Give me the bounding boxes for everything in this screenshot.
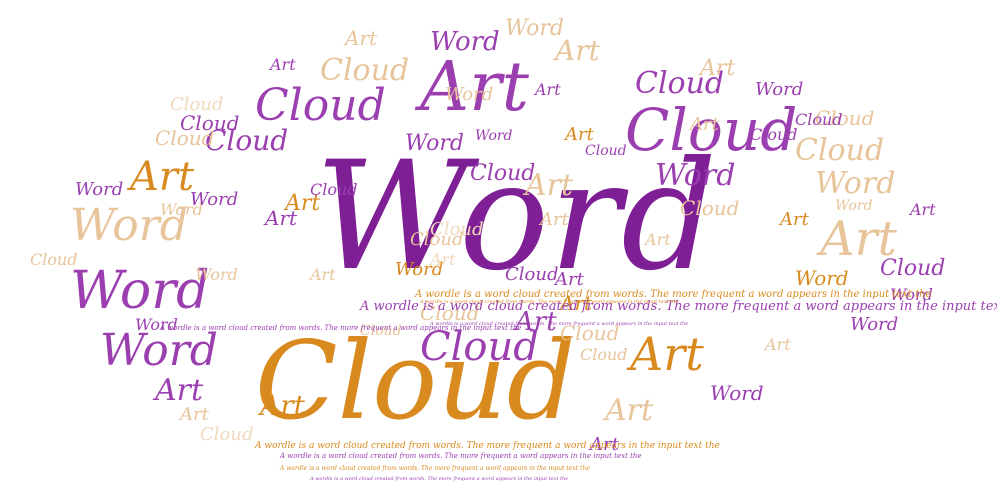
cloud-word-word: Word	[315, 130, 717, 304]
cloud-word-word: Word	[655, 158, 735, 193]
cloud-word-art: Art	[343, 26, 378, 50]
cloud-word-art: Art	[643, 230, 671, 249]
cloud-word-cloud: Cloud	[795, 110, 843, 129]
cloud-word-cloud: Cloud	[635, 66, 724, 101]
cloud-sentence: A wordle is a word cloud created from wo…	[309, 476, 568, 482]
cloud-word-cloud: Cloud	[200, 424, 253, 445]
cloud-word-art: Art	[428, 250, 456, 269]
cloud-word-word: Word	[475, 128, 513, 144]
cloud-word-word: Word	[75, 179, 123, 200]
cloud-word-cloud: Cloud	[560, 321, 619, 345]
cloud-sentence: A wordle is a word cloud created from wo…	[254, 441, 720, 451]
cloud-word-word: Word	[755, 79, 803, 100]
cloud-word-art: Art	[263, 206, 298, 230]
cloud-word-art: Art	[553, 269, 585, 290]
cloud-word-art: Art	[152, 373, 204, 408]
cloud-word-cloud: Cloud	[430, 219, 483, 240]
cloud-word-cloud: Cloud	[360, 323, 402, 339]
cloud-sentence: A wordle is a word cloud created from wo…	[419, 299, 678, 305]
cloud-word-art: Art	[126, 154, 195, 200]
cloud-word-art: Art	[558, 291, 593, 315]
cloud-word-word: Word	[70, 200, 188, 251]
cloud-word-art: Art	[688, 114, 720, 135]
cloud-word-word: Word	[835, 198, 873, 214]
cloud-word-art: Art	[816, 211, 898, 267]
cloud-word-word: Word	[505, 16, 564, 41]
cloud-word-art: Art	[414, 48, 530, 127]
cloud-word-art: Art	[522, 168, 574, 203]
cloud-word-art: Art	[626, 327, 704, 381]
cloud-word-art: Art	[563, 124, 595, 145]
cloud-word-art: Art	[513, 307, 557, 337]
cloud-word-word: Word	[710, 381, 764, 405]
cloud-word-cloud: Cloud	[795, 133, 884, 168]
cloud-word-cloud: Cloud	[155, 126, 214, 150]
cloud-word-art: Art	[698, 56, 735, 81]
cloud-word-art: Art	[268, 55, 296, 74]
cloud-word-art: Art	[283, 191, 320, 216]
cloud-word-cloud: Cloud	[410, 229, 463, 250]
cloud-sentence: A wordle is a word cloud created from wo…	[279, 465, 590, 472]
cloud-word-cloud: Cloud	[470, 161, 535, 186]
cloud-word-cloud: Cloud	[205, 124, 288, 157]
cloud-word-cloud: Cloud	[585, 143, 627, 159]
cloud-word-art: Art	[257, 389, 306, 422]
cloud-word-cloud: Cloud	[170, 94, 223, 115]
cloud-word-art: Art	[778, 209, 810, 230]
cloud-word-art: Art	[602, 393, 654, 428]
cloud-word-cloud: Cloud	[680, 196, 739, 220]
cloud-sentence: A wordle is a word cloud created from wo…	[359, 299, 997, 314]
cloud-word-cloud: Cloud	[880, 256, 945, 281]
cloud-word-cloud: Cloud	[255, 80, 386, 131]
cloud-word-word: Word	[795, 266, 849, 290]
cloud-word-cloud: Cloud	[180, 111, 239, 135]
cloud-sentence: A wordle is a word cloud created from wo…	[414, 289, 932, 300]
cloud-sentence: A wordle is a word cloud created from wo…	[279, 452, 642, 460]
cloud-word-word: Word	[850, 314, 898, 335]
cloud-word-cloud: Cloud	[320, 53, 409, 88]
cloud-word-cloud: Cloud	[420, 301, 479, 325]
cloud-word-word: Word	[405, 131, 464, 156]
cloud-word-cloud: Cloud	[505, 264, 558, 285]
cloud-word-cloud: Cloud	[255, 319, 576, 444]
cloud-word-art: Art	[908, 200, 936, 219]
cloud-word-art: Art	[178, 404, 210, 425]
cloud-word-art: Art	[308, 265, 336, 284]
cloud-sentence: A wordle is a word cloud created from wo…	[159, 324, 522, 332]
cloud-word-art: Art	[538, 209, 570, 230]
cloud-word-word: Word	[135, 315, 178, 334]
cloud-word-word: Word	[100, 325, 218, 376]
cloud-word-word: Word	[395, 259, 443, 280]
cloud-word-cloud: Cloud	[750, 125, 798, 144]
cloud-word-cloud: Cloud	[625, 96, 797, 164]
cloud-word-word: Word	[445, 84, 493, 105]
cloud-word-cloud: Cloud	[30, 250, 78, 269]
cloud-word-word: Word	[160, 200, 203, 219]
cloud-sentence: A wordle is a word cloud created from wo…	[429, 321, 688, 327]
cloud-word-cloud: Cloud	[815, 106, 874, 130]
cloud-word-art: Art	[533, 80, 561, 99]
cloud-word-cloud: Cloud	[310, 180, 358, 199]
cloud-word-art: Art	[588, 434, 620, 455]
cloud-word-word: Word	[195, 265, 238, 284]
cloud-word-word: Word	[890, 285, 933, 304]
cloud-word-art: Art	[763, 335, 791, 354]
cloud-word-word: Word	[70, 261, 209, 321]
cloud-word-art: Art	[552, 34, 601, 67]
cloud-word-cloud: Cloud	[580, 345, 628, 364]
cloud-word-word: Word	[190, 189, 238, 210]
cloud-word-word: Word	[430, 27, 500, 57]
cloud-word-cloud: Cloud	[420, 324, 539, 370]
cloud-word-word: Word	[815, 166, 895, 201]
